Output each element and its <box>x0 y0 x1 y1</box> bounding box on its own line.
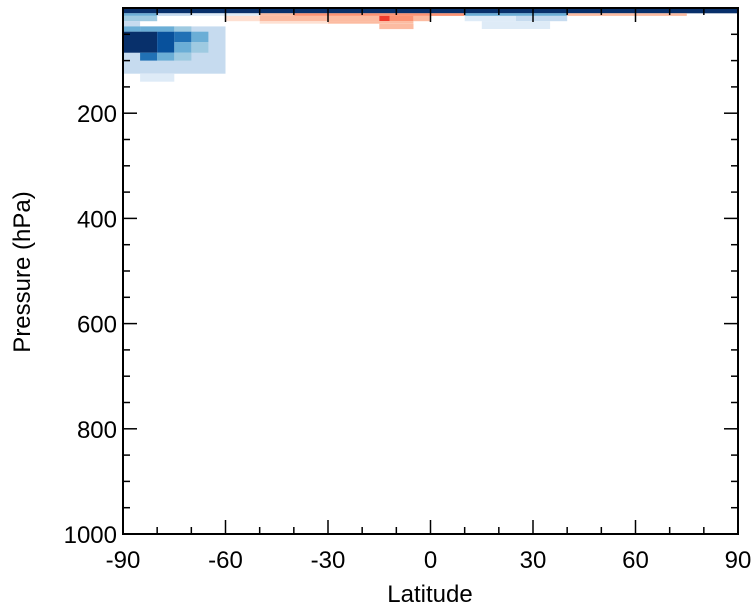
heatmap-cell <box>140 26 175 32</box>
heatmap-cell <box>464 13 568 16</box>
heatmap-cell <box>413 15 431 22</box>
y-tick-label: 200 <box>77 101 117 128</box>
x-tick-label: 60 <box>622 547 649 574</box>
heatmap-cell <box>157 52 175 61</box>
heatmap-cell <box>328 21 414 24</box>
y-axis-title: Pressure (hPa) <box>9 191 36 352</box>
x-tick-label: -90 <box>106 547 141 574</box>
heatmap-cell <box>481 21 551 29</box>
heatmap-cell <box>123 15 158 22</box>
heatmap-cell <box>140 52 158 61</box>
y-tick-label: 1000 <box>64 522 117 549</box>
heatmap-cell <box>259 13 294 16</box>
y-tick-label: 800 <box>77 417 117 444</box>
heatmap-cell <box>123 26 141 32</box>
heatmap-cell <box>464 15 516 22</box>
heatmap-cell <box>515 15 568 22</box>
heatmap-cell <box>174 42 192 53</box>
heatmap-cell <box>379 15 390 22</box>
x-axis-title: Latitude <box>387 581 472 608</box>
tick-labels: -90 -60 -30 0 30 60 90 200 400 600 800 1000 <box>64 101 752 574</box>
heatmap-cell <box>379 23 414 30</box>
axis-ticks <box>122 7 739 535</box>
heatmap-cell <box>389 15 414 22</box>
heatmap-cell <box>123 21 141 27</box>
heatmap-cell <box>191 42 209 53</box>
heatmap-cell <box>328 15 380 22</box>
x-tick-label: -60 <box>208 547 243 574</box>
heatmap-cell <box>259 15 328 22</box>
heatmap-cell <box>140 73 175 82</box>
heatmap-cell <box>259 21 328 24</box>
heatmap-cell <box>157 31 175 53</box>
heatmap-cell <box>293 13 465 16</box>
heatmap-cell <box>123 31 158 53</box>
x-tick-label: 30 <box>520 547 547 574</box>
heatmap-cell <box>157 13 192 16</box>
heatmap-cell <box>191 31 209 43</box>
heatmap-cell <box>174 26 192 32</box>
y-tick-label: 400 <box>77 206 117 233</box>
heatmap-cell <box>174 31 192 43</box>
x-tick-label: 0 <box>424 547 437 574</box>
y-tick-label: 600 <box>77 312 117 339</box>
x-tick-label: 90 <box>725 547 752 574</box>
heatmap-cell <box>567 13 687 16</box>
heatmap-cell <box>123 13 158 16</box>
heatmap-cell <box>225 15 260 22</box>
plot-frame <box>122 7 739 535</box>
x-tick-label: -30 <box>311 547 346 574</box>
heatmap-cell <box>174 52 192 61</box>
